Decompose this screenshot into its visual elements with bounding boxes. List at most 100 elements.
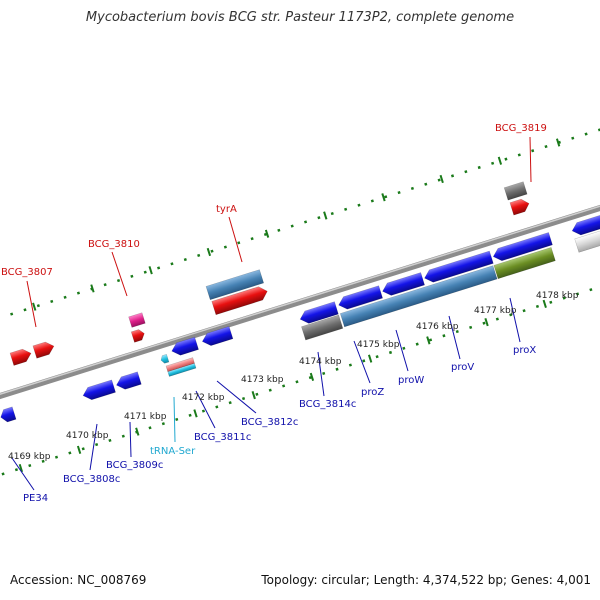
guide-dot	[335, 367, 339, 371]
leader-line	[448, 315, 461, 360]
gene-label[interactable]: tyrA	[216, 204, 237, 215]
guide-dot	[50, 299, 54, 304]
guide-dot	[357, 203, 361, 207]
guide-dot	[424, 182, 428, 186]
scale-tick	[497, 156, 503, 165]
scale-tick	[484, 318, 489, 327]
gene-label[interactable]: proV	[451, 362, 474, 373]
gene-feature	[299, 301, 339, 324]
gene-label[interactable]: BCG_3811c	[194, 432, 251, 443]
scale-label: 4173 kbp	[241, 375, 284, 385]
guide-dot	[201, 409, 206, 413]
guide-dot	[384, 195, 388, 199]
gene-feature	[201, 326, 234, 346]
gene-label[interactable]: BCG_3819	[495, 123, 547, 134]
guide-dot	[108, 438, 112, 442]
guide-dot	[148, 426, 152, 430]
gene-feature	[82, 379, 116, 401]
guide-dot	[562, 296, 566, 300]
guide-dot	[228, 401, 232, 405]
gene-feature	[492, 232, 553, 262]
gene-label[interactable]: proZ	[361, 387, 384, 398]
gene-feature	[574, 217, 600, 253]
guide-dot	[188, 413, 192, 417]
leader-line	[129, 421, 132, 458]
guide-dot	[63, 295, 67, 299]
guide-dot	[517, 153, 521, 157]
gene-label[interactable]: proW	[398, 375, 424, 386]
gene-feature	[509, 198, 530, 216]
guide-dot	[36, 304, 40, 308]
guide-dot	[103, 283, 107, 287]
guide-dot	[295, 380, 299, 384]
guide-dot	[469, 325, 473, 329]
scale-tick	[439, 174, 444, 184]
guide-dot	[197, 253, 201, 257]
guide-dot	[348, 363, 352, 367]
guide-dot	[10, 312, 14, 316]
guide-dot	[1, 472, 5, 476]
label-leaders	[11, 136, 532, 491]
scale-tick	[367, 354, 373, 363]
guide-dot	[215, 405, 219, 409]
scale-tick	[193, 409, 198, 418]
guide-dot	[397, 191, 401, 195]
gene-label[interactable]: proX	[513, 345, 536, 356]
gene-feature	[128, 312, 146, 328]
guide-dot	[388, 350, 393, 355]
leader-line	[228, 216, 243, 263]
guide-dot	[175, 417, 179, 422]
guide-dot	[362, 359, 366, 363]
guide-dot	[375, 355, 379, 359]
scale-tick	[264, 229, 270, 238]
guide-dot	[290, 224, 294, 228]
scale-tick	[32, 302, 37, 311]
scale-tick	[76, 445, 82, 454]
scale-ticks	[18, 138, 561, 473]
genome-title: Mycobacterium bovis BCG str. Pasteur 117…	[85, 10, 515, 25]
guide-dot	[442, 334, 446, 338]
gene-feature	[382, 272, 425, 296]
guide-dot	[509, 313, 513, 317]
guide-dot	[183, 258, 187, 262]
gene-label[interactable]: BCG_3810	[88, 239, 140, 250]
reverse-dotted-guide	[1, 288, 593, 476]
scale-tick	[18, 463, 24, 473]
gene-label[interactable]: BCG_3812c	[241, 417, 298, 428]
leader-line	[353, 340, 371, 384]
guide-dot	[370, 199, 374, 203]
scale-tick	[426, 336, 431, 345]
gene-feature	[301, 314, 344, 341]
leader-line	[509, 297, 521, 343]
guide-dot	[597, 128, 600, 132]
guide-dot	[584, 132, 588, 136]
guide-dot	[76, 291, 81, 295]
guide-dot	[28, 463, 32, 468]
gene-label[interactable]: BCG_3807	[1, 267, 53, 278]
guide-dot	[344, 207, 348, 211]
scale-label: 4174 kbp	[299, 357, 342, 367]
scale-tick	[381, 193, 386, 202]
gene-label[interactable]: BCG_3814c	[299, 399, 356, 410]
guide-dot	[130, 274, 134, 278]
guide-dot	[549, 300, 553, 304]
gene-feature	[493, 247, 556, 280]
gene-label[interactable]: PE34	[23, 493, 48, 504]
gene-label[interactable]: tRNA-Ser	[150, 446, 196, 457]
guide-dot	[495, 317, 499, 321]
guide-dot	[143, 270, 147, 274]
gene-label[interactable]: BCG_3809c	[106, 460, 163, 471]
gene-label[interactable]: BCG_3808c	[63, 474, 120, 485]
guide-dot	[241, 396, 246, 401]
scale-tick	[206, 247, 212, 257]
scale-tick	[90, 284, 95, 293]
gene-feature	[116, 371, 142, 390]
guide-dot	[571, 136, 575, 140]
accession-text: Accession: NC_008769	[10, 573, 147, 587]
guide-dot	[429, 338, 433, 342]
scale-label: 4178 kbp	[536, 291, 579, 301]
guide-dot	[282, 384, 286, 388]
guide-dot	[95, 443, 99, 447]
leader-line	[395, 329, 409, 372]
scale-label: 4176 kbp	[416, 322, 459, 332]
